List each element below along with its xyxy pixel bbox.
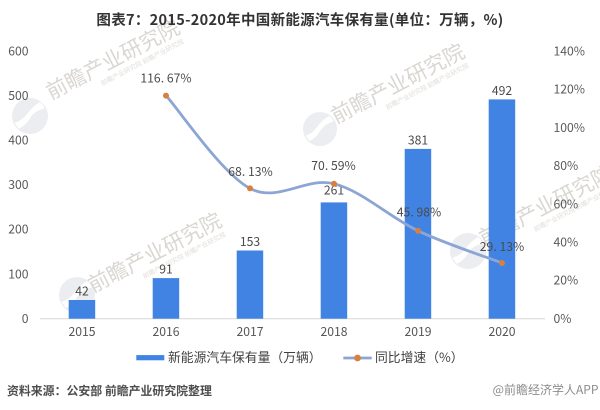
- svg-text:68. 13%: 68. 13%: [228, 162, 272, 180]
- svg-text:200: 200: [8, 220, 29, 238]
- svg-text:图表7：2015-2020年中国新能源汽车保有量(单位：万辆: 图表7：2015-2020年中国新能源汽车保有量(单位：万辆，%): [96, 9, 503, 30]
- svg-text:2019: 2019: [404, 322, 431, 340]
- svg-text:500: 500: [8, 86, 29, 104]
- svg-text:100%: 100%: [554, 118, 586, 136]
- svg-text:2016: 2016: [152, 322, 179, 340]
- svg-text:381: 381: [408, 131, 428, 149]
- svg-text:600: 600: [8, 41, 29, 59]
- svg-text:2017: 2017: [236, 322, 263, 340]
- svg-text:120%: 120%: [554, 80, 586, 98]
- svg-text:400: 400: [8, 131, 29, 149]
- svg-text:70. 59%: 70. 59%: [311, 156, 355, 174]
- svg-text:2015: 2015: [68, 322, 95, 340]
- svg-text:29. 13%: 29. 13%: [480, 237, 524, 255]
- svg-text:300: 300: [8, 175, 29, 193]
- svg-text:60%: 60%: [554, 194, 579, 212]
- svg-text:153: 153: [240, 232, 261, 250]
- svg-text:45. 98%: 45. 98%: [397, 202, 441, 220]
- svg-text:42: 42: [75, 282, 89, 300]
- svg-text:40%: 40%: [554, 233, 579, 251]
- svg-text:80%: 80%: [554, 156, 579, 174]
- svg-text:@前瞻经济学人APP: @前瞻经济学人APP: [493, 381, 599, 398]
- svg-text:资料来源：公安部 前瞻产业研究院整理: 资料来源：公安部 前瞻产业研究院整理: [7, 382, 212, 399]
- svg-text:新能源汽车保有量（万辆）: 新能源汽车保有量（万辆）: [168, 347, 322, 366]
- svg-text:2020: 2020: [488, 322, 515, 340]
- svg-text:同比增速（%）: 同比增速（%）: [375, 347, 464, 366]
- svg-text:492: 492: [492, 81, 513, 99]
- svg-text:140%: 140%: [554, 41, 586, 59]
- svg-text:前瞻产业研究院: 前瞻产业研究院: [325, 36, 469, 130]
- svg-text:2018: 2018: [320, 322, 347, 340]
- svg-text:0: 0: [22, 309, 29, 327]
- svg-text:20%: 20%: [554, 271, 579, 289]
- svg-text:100: 100: [8, 264, 29, 282]
- svg-text:116. 67%: 116. 67%: [140, 68, 191, 86]
- svg-text:91: 91: [159, 260, 173, 278]
- svg-text:0%: 0%: [554, 309, 572, 327]
